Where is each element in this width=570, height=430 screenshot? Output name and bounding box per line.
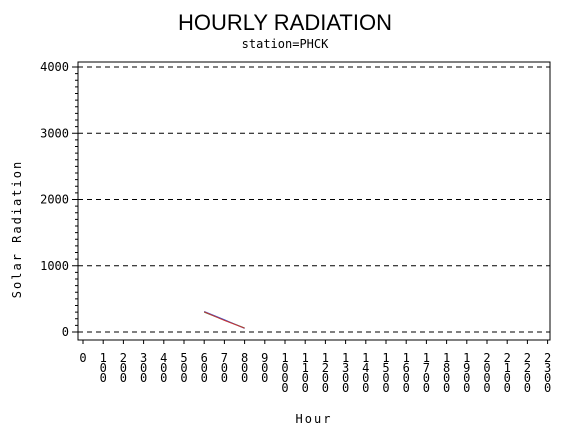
x-tick-label-0: 0 bbox=[79, 351, 86, 365]
y-axis-label: Solar Radiation bbox=[10, 160, 24, 298]
plot-frame bbox=[77, 61, 551, 341]
chart-title: HOURLY RADIATION bbox=[178, 10, 392, 35]
y-tick-label-2: 2000 bbox=[40, 193, 69, 207]
y-tick-label-0: 0 bbox=[62, 325, 69, 339]
y-tick-label-1: 1000 bbox=[40, 259, 69, 273]
chart-subtitle: station=PHCK bbox=[242, 37, 329, 51]
y-tick-label-3: 3000 bbox=[40, 126, 69, 140]
series-line-2 bbox=[204, 311, 245, 329]
x-axis-label: Hour bbox=[296, 412, 333, 426]
plot-area: 0 1000 2000 3000 4000 0 1 0 0 2 0 0 3 0 0 4 0 0 5 0 0 6 0 0 7 0 0 8… bbox=[40, 60, 551, 395]
y-tick-label-4: 4000 bbox=[40, 60, 69, 74]
